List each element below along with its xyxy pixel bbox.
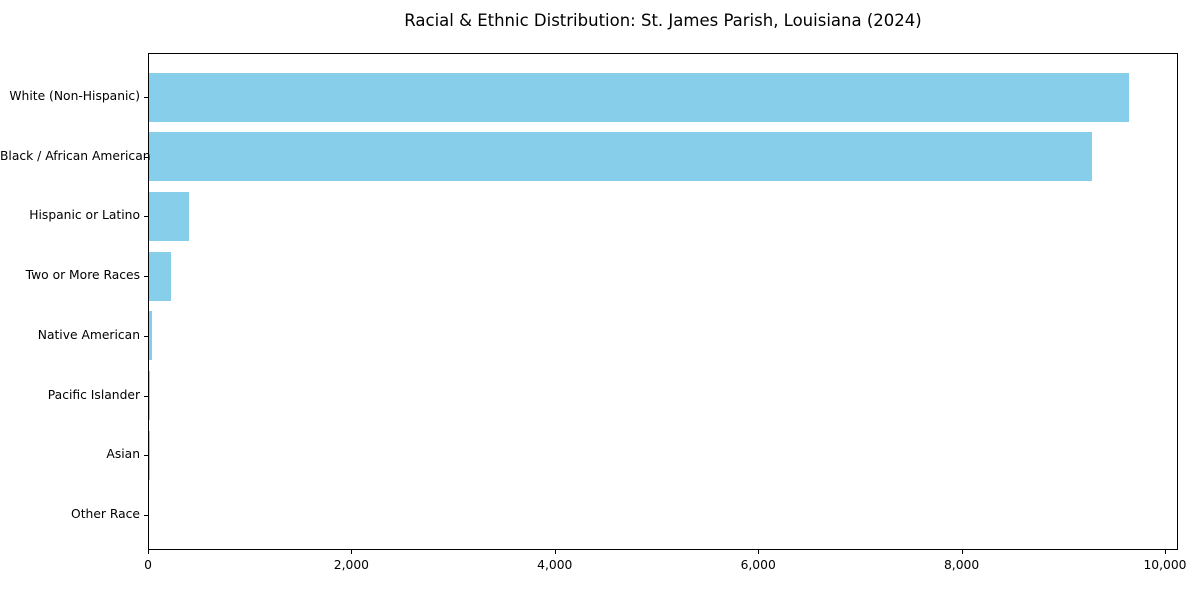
chart-title: Racial & Ethnic Distribution: St. James … — [404, 11, 922, 30]
x-tick — [148, 550, 149, 554]
bar-two-or-more-races — [149, 251, 172, 301]
x-tick — [554, 550, 556, 554]
x-tick — [961, 550, 963, 554]
bar-black-african-american — [149, 132, 1092, 182]
bar-hispanic-or-latino — [149, 191, 189, 241]
y-tick-label-other-race: Other Race — [71, 506, 140, 521]
y-tick — [144, 216, 148, 218]
y-tick-label-black-african-american: Black / African American — [0, 148, 151, 163]
x-tick-label: 4,000 — [537, 558, 573, 572]
x-tick — [1164, 550, 1166, 554]
plot-area — [148, 53, 1178, 550]
bar-pacific-islander — [149, 371, 151, 420]
x-tick-label: 10,000 — [1143, 558, 1187, 572]
bar-native-american — [149, 311, 153, 361]
y-tick-label-two-or-more-races: Two or More Races — [25, 268, 140, 283]
y-tick-label-pacific-islander: Pacific Islander — [47, 387, 140, 402]
y-tick — [144, 156, 148, 158]
bar-white-non-hispanic — [149, 72, 1130, 122]
x-tick-label: 8,000 — [943, 558, 980, 572]
y-tick-label-hispanic-or-latino: Hispanic or Latino — [29, 208, 140, 223]
y-tick — [144, 395, 148, 397]
y-tick — [144, 335, 148, 337]
bar-asian — [149, 430, 150, 480]
y-tick — [144, 97, 148, 98]
x-tick-label: 6,000 — [740, 558, 776, 572]
y-tick-label-asian: Asian — [106, 447, 140, 462]
y-tick — [144, 514, 148, 516]
x-tick — [351, 550, 353, 554]
x-tick-label: 0 — [144, 558, 152, 572]
x-tick — [758, 550, 760, 554]
y-tick-label-white-non-hispanic: White (Non-Hispanic) — [9, 89, 140, 103]
x-tick-label: 2,000 — [333, 558, 369, 572]
y-tick-label-native-american: Native American — [37, 327, 140, 342]
y-tick — [144, 455, 148, 457]
y-tick — [144, 276, 148, 278]
